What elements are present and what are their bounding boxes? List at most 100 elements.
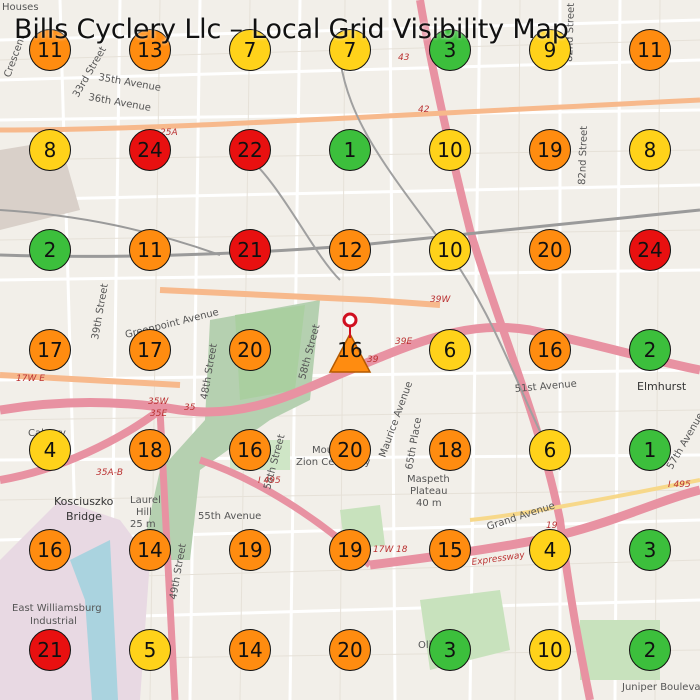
rank-value: 24 <box>137 138 163 162</box>
rank-value: 21 <box>237 238 263 262</box>
rank-marker-r3-c1[interactable]: 2 <box>29 229 71 271</box>
rank-marker-r2-c3[interactable]: 22 <box>229 129 271 171</box>
i495-east-label: I 495 <box>668 480 691 490</box>
rank-marker-r7-c6[interactable]: 10 <box>529 629 571 671</box>
rank-value: 17 <box>137 338 163 362</box>
bridge-label: Bridge <box>66 510 102 523</box>
rank-marker-r5-c1[interactable]: 4 <box>29 429 71 471</box>
route-35-label: 35 <box>184 403 196 413</box>
rank-marker-r6-c5[interactable]: 15 <box>429 529 471 571</box>
rank-marker-r3-c6[interactable]: 20 <box>529 229 571 271</box>
bqe-north[interactable] <box>416 0 594 700</box>
route-17w-label: 17W <box>373 545 394 555</box>
rank-value: 4 <box>43 438 57 462</box>
northern-boulevard[interactable] <box>0 97 700 133</box>
rank-marker-r2-c6[interactable]: 19 <box>529 129 571 171</box>
rank-marker-r3-c3[interactable]: 21 <box>229 229 271 271</box>
maspeth-elevation-label: 40 m <box>416 498 442 509</box>
avenue-55th-label: 55th Avenue <box>198 511 261 522</box>
rank-value: 9 <box>543 38 557 62</box>
rank-value: 4 <box>543 538 557 562</box>
rank-marker-r6-c7[interactable]: 3 <box>629 529 671 571</box>
rank-marker-r1-c3[interactable]: 7 <box>229 29 271 71</box>
rank-marker-r2-c4[interactable]: 1 <box>329 129 371 171</box>
rank-marker-r7-c3[interactable]: 14 <box>229 629 271 671</box>
rank-marker-r5-c7[interactable]: 1 <box>629 429 671 471</box>
route-39e-label: 39E <box>395 337 412 347</box>
rank-marker-r7-c1[interactable]: 21 <box>29 629 71 671</box>
rank-marker-r7-c4[interactable]: 20 <box>329 629 371 671</box>
greenpoint-avenue-road[interactable] <box>159 287 441 308</box>
rank-marker-r6-c4[interactable]: 19 <box>329 529 371 571</box>
street-82nd-b-label: 82nd Street <box>577 126 590 185</box>
rank-marker-r4-c7[interactable]: 2 <box>629 329 671 371</box>
route-25a-label: 25A <box>160 128 178 138</box>
houses-label: Houses <box>2 2 39 13</box>
rank-marker-r4-c5[interactable]: 6 <box>429 329 471 371</box>
rank-marker-r6-c6[interactable]: 4 <box>529 529 571 571</box>
rank-marker-r5-c2[interactable]: 18 <box>129 429 171 471</box>
rank-value: 20 <box>537 238 563 262</box>
mount-label: Mount <box>312 445 343 456</box>
rank-value: 19 <box>337 538 363 562</box>
rank-marker-r6-c3[interactable]: 19 <box>229 529 271 571</box>
rank-marker-r1-c6[interactable]: 9 <box>529 29 571 71</box>
bqe[interactable] <box>0 406 163 484</box>
rank-value: 11 <box>137 238 163 262</box>
rank-marker-r3-c4[interactable]: 12 <box>329 229 371 271</box>
rank-marker-r7-c5[interactable]: 3 <box>429 629 471 671</box>
rank-marker-r2-c1[interactable]: 8 <box>29 129 71 171</box>
rail-spur <box>0 209 221 256</box>
rank-marker-r6-c1[interactable]: 16 <box>29 529 71 571</box>
rank-value: 3 <box>643 538 657 562</box>
route-18-label: 18 <box>396 545 408 555</box>
rank-value: 7 <box>243 38 257 62</box>
rank-marker-r5-c6[interactable]: 6 <box>529 429 571 471</box>
rank-marker-r7-c7[interactable]: 2 <box>629 629 671 671</box>
rank-marker-r4-c1[interactable]: 17 <box>29 329 71 371</box>
route-43-label: 43 <box>398 53 410 63</box>
newtown-creek <box>70 540 118 700</box>
rank-marker-r1-c7[interactable]: 11 <box>629 29 671 71</box>
rank-marker-r7-c2[interactable]: 5 <box>129 629 171 671</box>
rank-marker-r1-c1[interactable]: 11 <box>29 29 71 71</box>
rank-marker-r4-c2[interactable]: 17 <box>129 329 171 371</box>
page-title: Bills Cyclery Llc – Local Grid Visibilit… <box>14 14 569 45</box>
rank-value: 16 <box>37 538 63 562</box>
industrial-label: Industrial <box>30 616 77 627</box>
rank-marker-r5-c4[interactable]: 20 <box>329 429 371 471</box>
rank-value: 20 <box>237 338 263 362</box>
rank-value: 2 <box>643 638 657 662</box>
rank-value: 22 <box>237 138 263 162</box>
rank-marker-r4-c3[interactable]: 20 <box>229 329 271 371</box>
business-rank-label: 16 <box>337 338 363 362</box>
rank-marker-r4-c6[interactable]: 16 <box>529 329 571 371</box>
rank-marker-r1-c2[interactable]: 13 <box>129 29 171 71</box>
rank-value: 2 <box>643 338 657 362</box>
rank-value: 3 <box>443 638 457 662</box>
rank-marker-r5-c3[interactable]: 16 <box>229 429 271 471</box>
rank-value: 13 <box>137 38 163 62</box>
rank-value: 2 <box>43 238 57 262</box>
rank-marker-r1-c5[interactable]: 3 <box>429 29 471 71</box>
rank-marker-r3-c5[interactable]: 10 <box>429 229 471 271</box>
business-location-marker[interactable] <box>328 330 372 379</box>
rank-value: 11 <box>637 38 663 62</box>
rank-marker-r2-c2[interactable]: 24 <box>129 129 171 171</box>
map-pin-icon[interactable] <box>335 312 365 347</box>
rank-value: 18 <box>437 438 463 462</box>
rank-marker-r5-c5[interactable]: 18 <box>429 429 471 471</box>
route-39-label: 39 <box>367 355 379 365</box>
rank-marker-r3-c7[interactable]: 24 <box>629 229 671 271</box>
rank-marker-r1-c4[interactable]: 7 <box>329 29 371 71</box>
grand-avenue[interactable] <box>469 478 700 522</box>
rank-value: 16 <box>237 438 263 462</box>
rank-marker-r6-c2[interactable]: 14 <box>129 529 171 571</box>
route-39w-label: 39W <box>430 295 451 305</box>
rank-marker-r2-c7[interactable]: 8 <box>629 129 671 171</box>
rank-marker-r3-c2[interactable]: 11 <box>129 229 171 271</box>
queens-boulevard[interactable] <box>0 372 181 388</box>
rank-marker-r2-c5[interactable]: 10 <box>429 129 471 171</box>
rank-value: 20 <box>337 638 363 662</box>
rank-value: 16 <box>537 338 563 362</box>
